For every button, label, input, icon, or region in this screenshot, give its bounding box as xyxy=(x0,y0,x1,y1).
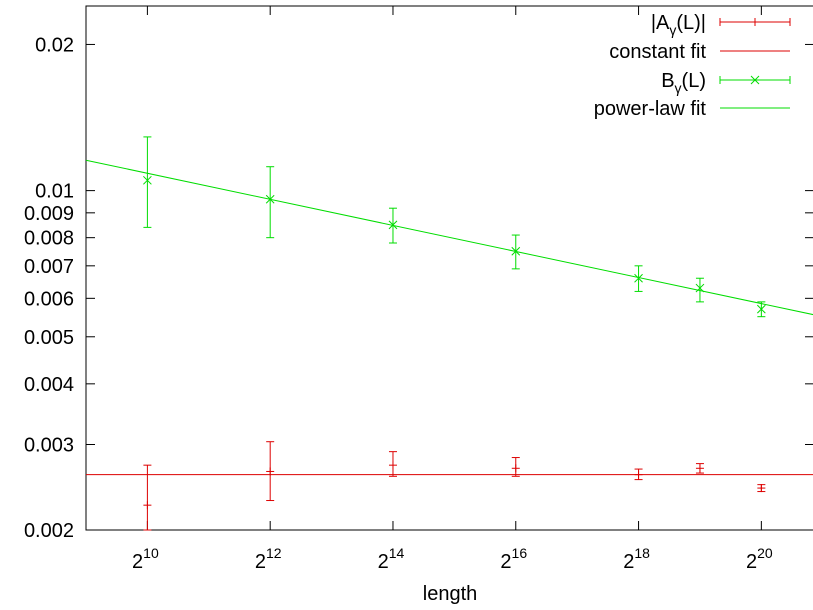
legend: |Aγ(L)| constant fit Bγ(L)power-law fit xyxy=(594,12,791,120)
x-tick-label: 212 xyxy=(255,545,282,573)
data-point xyxy=(695,283,705,293)
data-point xyxy=(757,484,766,493)
data-point xyxy=(143,175,152,185)
error-bar xyxy=(143,136,152,228)
legend-entry: |Aγ(L)| xyxy=(651,12,791,38)
x-tick-label: 220 xyxy=(746,545,773,573)
y-tick-label: 0.008 xyxy=(24,228,74,250)
power-law-fit-line xyxy=(85,159,813,316)
error-bar xyxy=(266,166,275,239)
data-point xyxy=(143,501,152,510)
y-tick-label: 0.005 xyxy=(24,327,74,349)
legend-label: |Aγ(L)| xyxy=(651,12,706,38)
data-point xyxy=(265,194,275,204)
error-bar xyxy=(143,464,152,531)
data-point xyxy=(388,220,398,230)
x-axis-label: length xyxy=(423,583,478,605)
y-axis: 0.002 0.003 0.004 0.005 0.006 0.007 0.008 0.009… xyxy=(24,34,813,542)
legend-entry: power-law fit xyxy=(594,98,790,120)
x-tick-label: 214 xyxy=(378,545,405,573)
y-tick-label: 0.007 xyxy=(24,256,74,278)
error-bar xyxy=(695,277,704,303)
legend-entry: constant fit xyxy=(609,41,790,63)
x-axis: 210 212 214 216 218 220 xyxy=(132,6,773,573)
data-point xyxy=(511,246,521,256)
plot-frame xyxy=(85,5,813,531)
legend-label: constant fit xyxy=(609,41,706,63)
series-b-gamma xyxy=(143,136,766,318)
legend-marker xyxy=(750,75,760,85)
legend-marker xyxy=(751,18,759,26)
x-tick-label: 210 xyxy=(132,545,159,573)
legend-entry: Bγ(L) xyxy=(661,70,791,96)
legend-label: Bγ(L) xyxy=(661,70,706,96)
data-point xyxy=(695,464,704,473)
data-point xyxy=(388,461,397,470)
y-tick-label: 0.003 xyxy=(24,434,74,456)
data-point xyxy=(756,304,766,314)
data-point xyxy=(634,273,643,283)
data-point xyxy=(266,467,275,476)
y-tick-label: 0.004 xyxy=(24,374,74,396)
y-tick-label: 0.009 xyxy=(24,203,74,225)
data-point xyxy=(634,470,643,479)
legend-label: power-law fit xyxy=(594,98,707,120)
y-tick-label: 0.006 xyxy=(24,288,74,310)
data-point xyxy=(511,464,520,473)
y-tick-label: 0.01 xyxy=(35,181,74,203)
data-series xyxy=(143,136,766,531)
x-tick-label: 216 xyxy=(500,545,527,573)
series-a-gamma xyxy=(143,441,766,531)
x-tick-label: 218 xyxy=(623,545,650,573)
error-bar xyxy=(388,207,397,244)
y-tick-label: 0.02 xyxy=(35,34,74,56)
y-tick-label: 0.002 xyxy=(24,520,74,542)
fit-lines xyxy=(85,159,813,476)
